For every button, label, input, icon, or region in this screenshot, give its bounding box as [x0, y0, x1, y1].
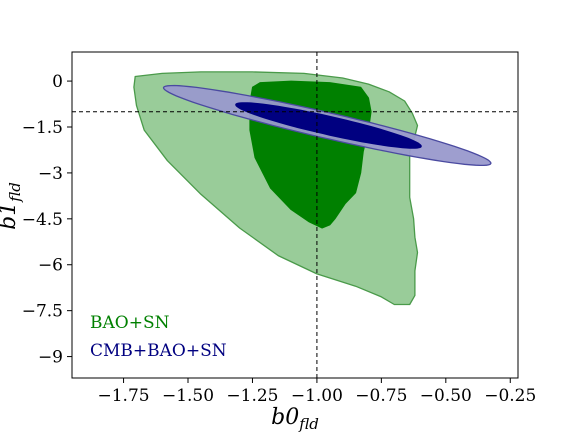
y-axis-title-sub: fld — [6, 182, 24, 203]
reference-lines — [72, 52, 518, 378]
x-tick-label: −1.25 — [226, 386, 278, 406]
legend-entry-cmb-bao-sn: CMB+BAO+SN — [90, 341, 227, 361]
x-tick-label: −0.25 — [484, 386, 536, 406]
x-tick-label: −0.50 — [420, 386, 472, 406]
x-tick-label: −1.75 — [98, 386, 150, 406]
plot-frame — [71, 51, 519, 379]
x-axis-ticks: −1.75 −1.50 −1.25 −1.00 −0.75 −0.50 −0.25 — [98, 378, 536, 406]
contour-layer — [133, 71, 492, 306]
y-tick-label: −1.5 — [22, 118, 63, 138]
x-axis-title: b0fld — [271, 405, 319, 432]
legend: BAO+SN CMB+BAO+SN — [90, 313, 227, 361]
y-axis-title: b1fld — [0, 182, 24, 230]
x-axis-title-sub: fld — [298, 415, 319, 432]
x-tick-label: −1.50 — [162, 386, 214, 406]
y-tick-label: −7.5 — [22, 302, 63, 322]
y-tick-label: −4.5 — [22, 210, 63, 230]
y-tick-label: −9 — [38, 348, 63, 368]
x-tick-label: −0.75 — [355, 386, 407, 406]
y-tick-label: −3 — [38, 164, 63, 184]
y-tick-label: −6 — [38, 256, 63, 276]
y-axis-title-base: b1 — [0, 202, 21, 230]
cmb-bao-sn-68-contour — [235, 102, 422, 149]
x-axis-title-base: b0 — [271, 405, 299, 430]
y-tick-label: 0 — [52, 72, 63, 92]
legend-entry-bao-sn: BAO+SN — [90, 313, 170, 333]
y-axis-ticks: 0 −1.5 −3 −4.5 −6 −7.5 −9 — [22, 72, 72, 368]
x-tick-label: −1.00 — [291, 386, 343, 406]
